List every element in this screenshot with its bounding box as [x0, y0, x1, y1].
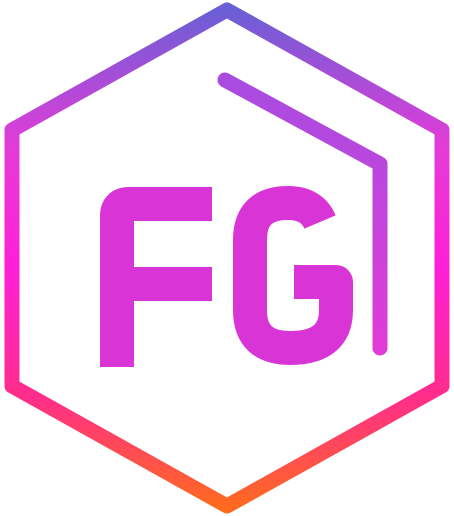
roof-line — [217, 72, 388, 356]
letter-f — [100, 187, 212, 367]
letter-g — [233, 186, 353, 365]
hexagon-outline — [4, 2, 450, 514]
monogram-text: FG — [226, 299, 228, 301]
